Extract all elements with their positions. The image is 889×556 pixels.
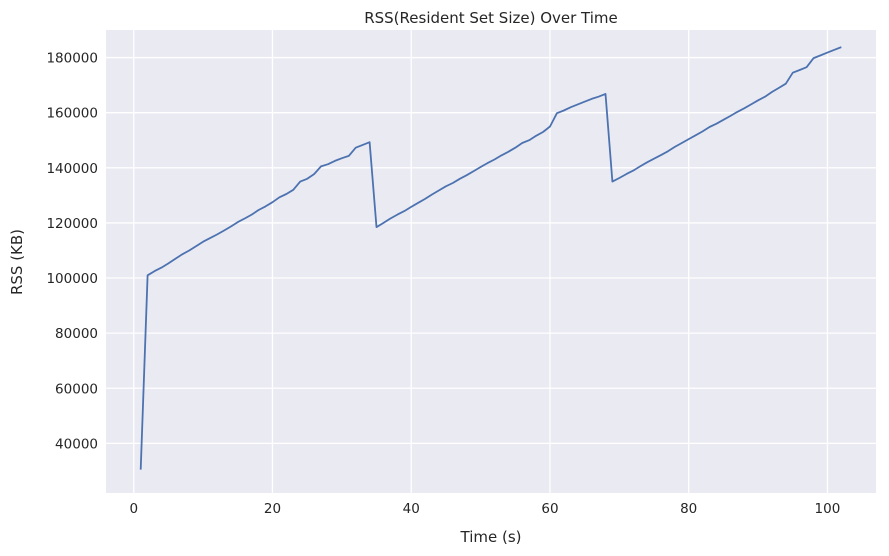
y-axis-label: RSS (KB) xyxy=(8,229,26,295)
y-tick-label: 80000 xyxy=(55,326,98,342)
rss-series-line xyxy=(139,46,842,470)
x-axis-label: Time (s) xyxy=(460,528,522,546)
y-tick-label: 140000 xyxy=(46,161,98,177)
x-tick-label: 0 xyxy=(129,501,138,517)
x-tick-label: 60 xyxy=(541,501,558,517)
x-tick-label: 80 xyxy=(680,501,697,517)
y-tick-label: 40000 xyxy=(55,436,98,452)
y-tick-label: 120000 xyxy=(46,216,98,232)
x-tick-label: 40 xyxy=(403,501,420,517)
y-tick-label: 180000 xyxy=(46,51,98,67)
x-tick-label: 20 xyxy=(264,501,281,517)
x-tick-labels: 0 20 40 60 80 100 xyxy=(129,501,840,517)
y-tick-label: 100000 xyxy=(46,271,98,287)
y-tick-labels: 40000 60000 80000 100000 120000 140000 160000 1… xyxy=(46,51,98,453)
chart-title: RSS(Resident Set Size) Over Time xyxy=(364,9,618,27)
x-tick-label: 100 xyxy=(815,501,841,517)
y-tick-label: 160000 xyxy=(46,106,98,122)
series-group xyxy=(139,46,842,470)
y-tick-label: 60000 xyxy=(55,381,98,397)
grid-lines xyxy=(106,30,876,493)
